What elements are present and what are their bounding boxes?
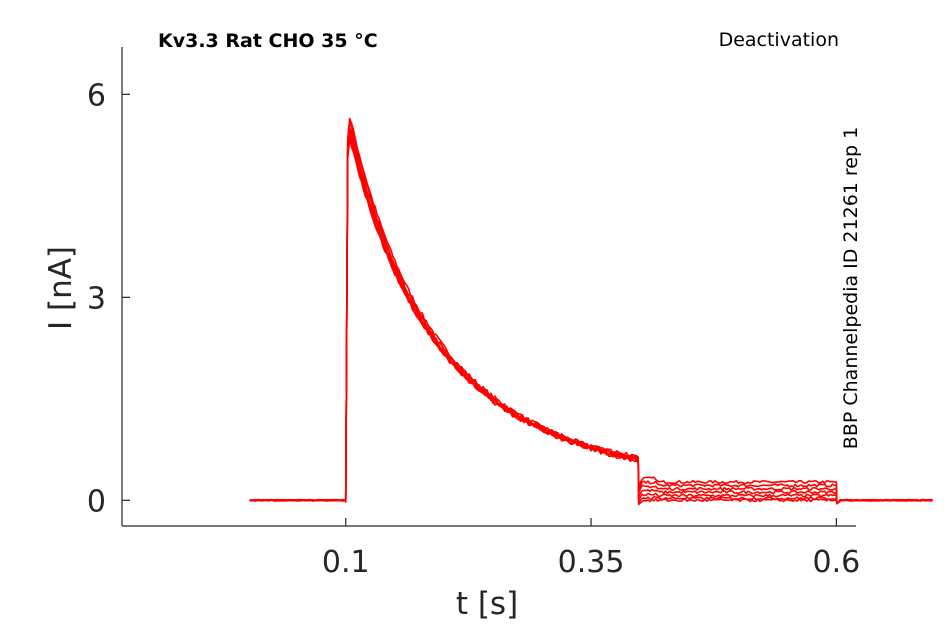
series-line-6 [249, 138, 933, 505]
y-ticks: 0 3 6 [87, 78, 130, 519]
chart-title: Kv3.3 Rat CHO 35 °C [158, 30, 378, 52]
y-tick-label: 0 [87, 484, 106, 519]
x-axis-label: t [s] [456, 586, 518, 622]
series-line-5 [249, 134, 933, 505]
x-ticks: 0.1 0.35 0.6 [322, 518, 860, 580]
protocol-annotation: Deactivation [719, 29, 839, 51]
series-line-7 [249, 137, 933, 506]
plot-area: 0.1 0.35 0.6 0 3 6 [87, 47, 933, 580]
x-tick-label: 0.35 [558, 545, 625, 580]
x-tick-label: 0.1 [322, 545, 370, 580]
traces [249, 117, 933, 506]
source-label: BBP Channelpedia ID 21261 rep 1 [840, 127, 862, 449]
y-axis-label: I [nA] [43, 246, 79, 330]
y-tick-label: 6 [87, 78, 106, 113]
y-tick-label: 3 [87, 281, 106, 316]
x-tick-label: 0.6 [813, 545, 861, 580]
